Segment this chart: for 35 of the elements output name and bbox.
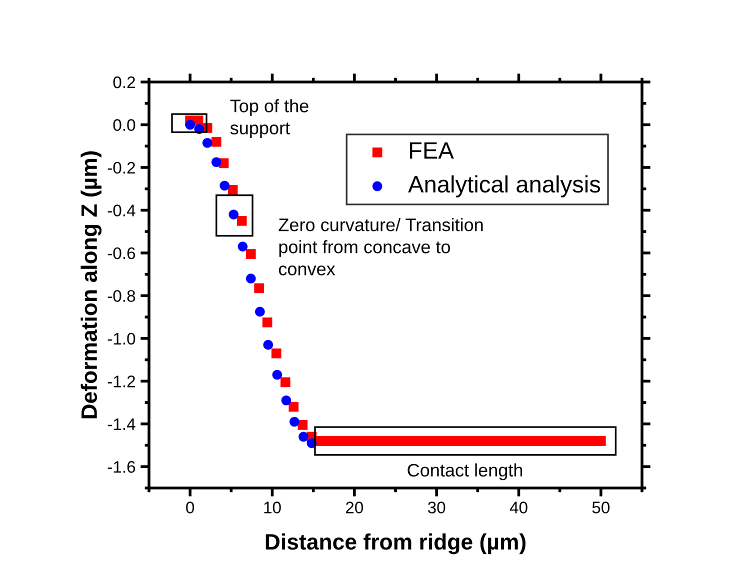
point bbox=[255, 306, 265, 317]
point bbox=[263, 340, 274, 350]
annotation: Zero curvature/ Transition point from concave to convex bbox=[278, 218, 483, 276]
x-axis-title: Distance from ridge (µm) bbox=[266, 533, 526, 554]
y-tick-label: 0.0 bbox=[113, 119, 136, 131]
point bbox=[220, 180, 230, 191]
y-tick-label: -0.2 bbox=[108, 162, 135, 174]
point bbox=[272, 370, 282, 380]
point bbox=[202, 138, 212, 148]
legend-label: FEA bbox=[410, 142, 454, 159]
x-tick-label: 30 bbox=[428, 502, 446, 514]
y-axis-title: Deformation along Z (µm) bbox=[80, 151, 102, 418]
x-tick-label: 20 bbox=[346, 502, 364, 514]
y-tick-label: -0.8 bbox=[108, 290, 136, 302]
point bbox=[238, 242, 248, 252]
x-tick-label: 50 bbox=[592, 502, 610, 514]
annotation: Contact length bbox=[408, 463, 522, 480]
point bbox=[281, 395, 292, 406]
y-tick-label: -1.6 bbox=[108, 461, 136, 473]
y-tick-label: -1.0 bbox=[108, 332, 136, 345]
point bbox=[290, 416, 300, 427]
y-tick-label: -1.2 bbox=[108, 376, 135, 388]
legend-label: Analytical analysis bbox=[408, 175, 600, 198]
y-tick-label: -0.4 bbox=[108, 204, 136, 216]
y-tick-label: -0.6 bbox=[108, 247, 136, 260]
annotation: Top of the support bbox=[230, 99, 308, 138]
y-tick-label: -1.4 bbox=[108, 418, 136, 430]
x-tick-label: 10 bbox=[264, 502, 281, 514]
x-tick-label: 40 bbox=[510, 502, 528, 514]
point bbox=[298, 432, 308, 442]
point bbox=[228, 210, 239, 220]
y-tick-label: 0.2 bbox=[113, 76, 135, 88]
x-tick-label: 0 bbox=[186, 502, 194, 514]
point bbox=[211, 157, 222, 168]
point bbox=[246, 274, 256, 284]
